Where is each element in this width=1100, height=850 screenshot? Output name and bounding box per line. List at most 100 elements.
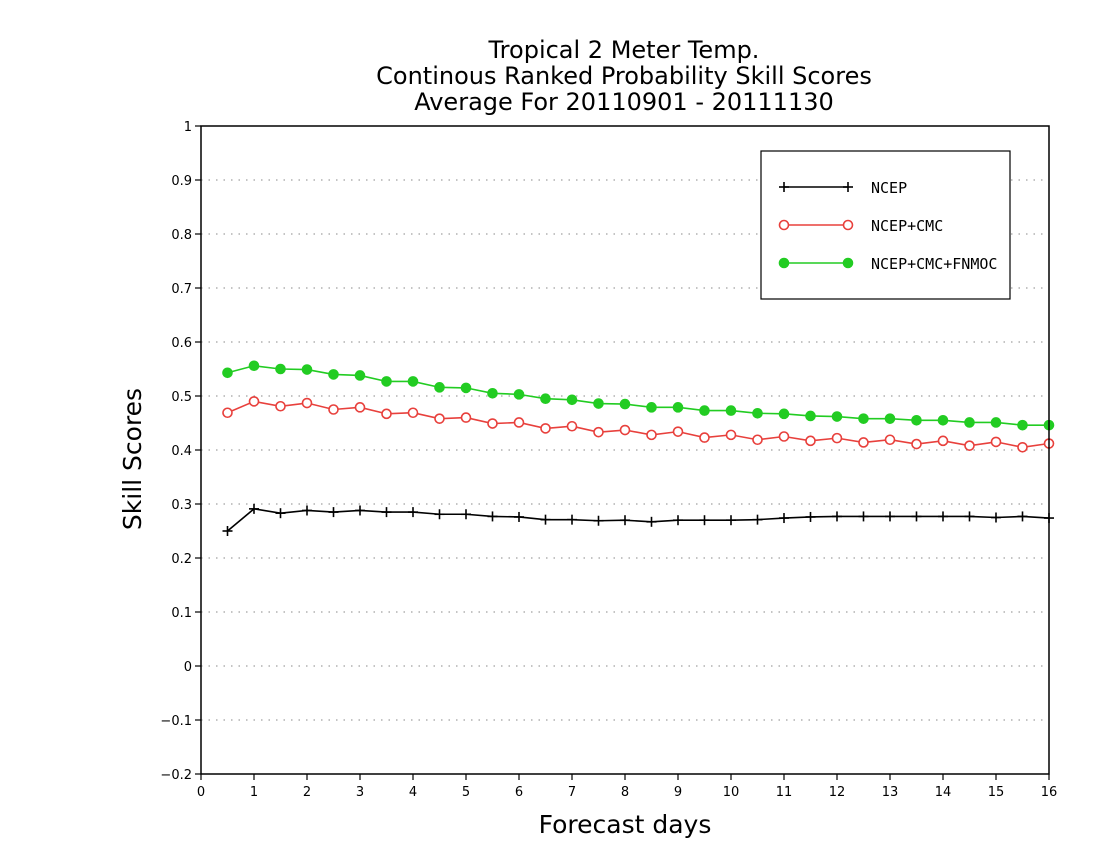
data-point xyxy=(1017,511,1028,522)
series-line-ncep-cmc xyxy=(227,400,1050,449)
y-tick-label: 0.5 xyxy=(171,390,192,405)
title-line-2: Continous Ranked Probability Skill Score… xyxy=(376,62,872,90)
legend-item-ncep-cmc-fnmoc: NCEP+CMC+FNMOC xyxy=(778,255,997,273)
plot-series xyxy=(222,360,1055,536)
series-line-ncep-cmc-fnmoc xyxy=(227,364,1049,426)
data-point xyxy=(461,509,471,520)
data-point xyxy=(540,393,551,405)
data-point xyxy=(275,363,286,375)
data-point xyxy=(222,367,233,379)
data-point xyxy=(460,382,472,394)
data-point xyxy=(540,514,551,525)
x-tick-label: 3 xyxy=(356,785,364,800)
data-point xyxy=(884,434,896,446)
data-point xyxy=(301,397,313,409)
data-point xyxy=(885,511,895,522)
x-tick-label: 13 xyxy=(882,785,899,800)
legend-label: NCEP+CMC xyxy=(871,217,943,235)
data-point xyxy=(964,511,975,522)
data-point xyxy=(434,413,445,424)
y-tick-label: 0 xyxy=(184,660,192,675)
y-tick-label: 0.9 xyxy=(171,174,192,189)
data-point xyxy=(779,513,789,524)
x-tick-label: 12 xyxy=(829,785,846,800)
data-point xyxy=(248,396,260,407)
x-tick-label: 16 xyxy=(1041,785,1058,800)
series-ncep xyxy=(222,503,1054,536)
data-point xyxy=(407,407,419,419)
data-point xyxy=(991,512,1001,523)
data-point xyxy=(487,511,498,522)
data-point xyxy=(964,440,975,451)
data-point xyxy=(805,511,816,522)
x-tick-label: 0 xyxy=(197,785,205,800)
data-point xyxy=(275,508,286,519)
data-point xyxy=(487,418,498,429)
x-tick-label: 8 xyxy=(621,785,629,800)
data-point xyxy=(328,507,339,518)
data-point xyxy=(1017,441,1028,453)
x-tick-label: 10 xyxy=(723,785,740,800)
data-point xyxy=(434,509,445,520)
data-point xyxy=(858,511,869,522)
data-point xyxy=(593,398,604,409)
axes: −0.2−0.100.10.20.30.40.50.60.70.80.910 1 2… xyxy=(160,120,1057,800)
y-tick-label: 0.2 xyxy=(171,552,192,567)
data-point xyxy=(354,402,366,413)
data-point xyxy=(911,415,922,426)
legend-marker xyxy=(842,257,854,269)
data-point xyxy=(513,417,525,428)
y-tick-label: 0.3 xyxy=(171,498,192,513)
data-point xyxy=(990,436,1002,448)
series-ncep-cmc-fnmoc xyxy=(222,360,1055,431)
data-point xyxy=(487,388,498,399)
data-point xyxy=(805,410,816,422)
data-point xyxy=(381,376,392,387)
data-point xyxy=(249,503,259,514)
data-point xyxy=(699,515,710,526)
data-point xyxy=(778,431,790,442)
data-point xyxy=(566,394,578,406)
data-point xyxy=(752,407,763,419)
x-tick-label: 4 xyxy=(409,785,417,800)
legend-marker xyxy=(843,182,853,192)
data-point xyxy=(460,412,472,423)
series-line-ncep xyxy=(226,508,1050,532)
data-point xyxy=(699,432,710,443)
data-point xyxy=(514,511,524,522)
data-point xyxy=(222,526,233,536)
data-point xyxy=(222,407,233,419)
y-tick-label: 1 xyxy=(184,120,192,135)
data-point xyxy=(752,514,763,525)
x-tick-label: 9 xyxy=(674,785,682,800)
data-point xyxy=(593,426,604,438)
data-point xyxy=(620,515,630,526)
data-point xyxy=(328,404,339,415)
data-point xyxy=(567,514,577,525)
x-tick-label: 1 xyxy=(250,785,258,800)
y-tick-label: 0.6 xyxy=(171,336,192,351)
data-point xyxy=(646,516,657,527)
data-point xyxy=(540,423,551,434)
plot-frame xyxy=(200,125,1050,775)
data-point xyxy=(858,437,869,448)
x-tick-label: 5 xyxy=(462,785,470,800)
data-point xyxy=(752,434,763,446)
x-tick-label: 7 xyxy=(568,785,576,800)
data-point xyxy=(937,415,949,426)
x-tick-label: 11 xyxy=(776,785,793,800)
data-point xyxy=(302,505,312,516)
data-point xyxy=(672,402,684,413)
x-tick-label: 6 xyxy=(515,785,523,800)
legend-marker xyxy=(779,182,789,192)
data-point xyxy=(1017,419,1028,431)
legend-label: NCEP xyxy=(871,179,907,197)
y-tick-label: 0.1 xyxy=(171,606,192,621)
data-point xyxy=(408,507,418,518)
legend-item-ncep-cmc: NCEP+CMC xyxy=(778,217,943,235)
data-point xyxy=(248,360,260,372)
data-point xyxy=(355,505,365,516)
data-point xyxy=(672,426,684,437)
title-line-3: Average For 20110901 - 20111130 xyxy=(414,88,834,116)
